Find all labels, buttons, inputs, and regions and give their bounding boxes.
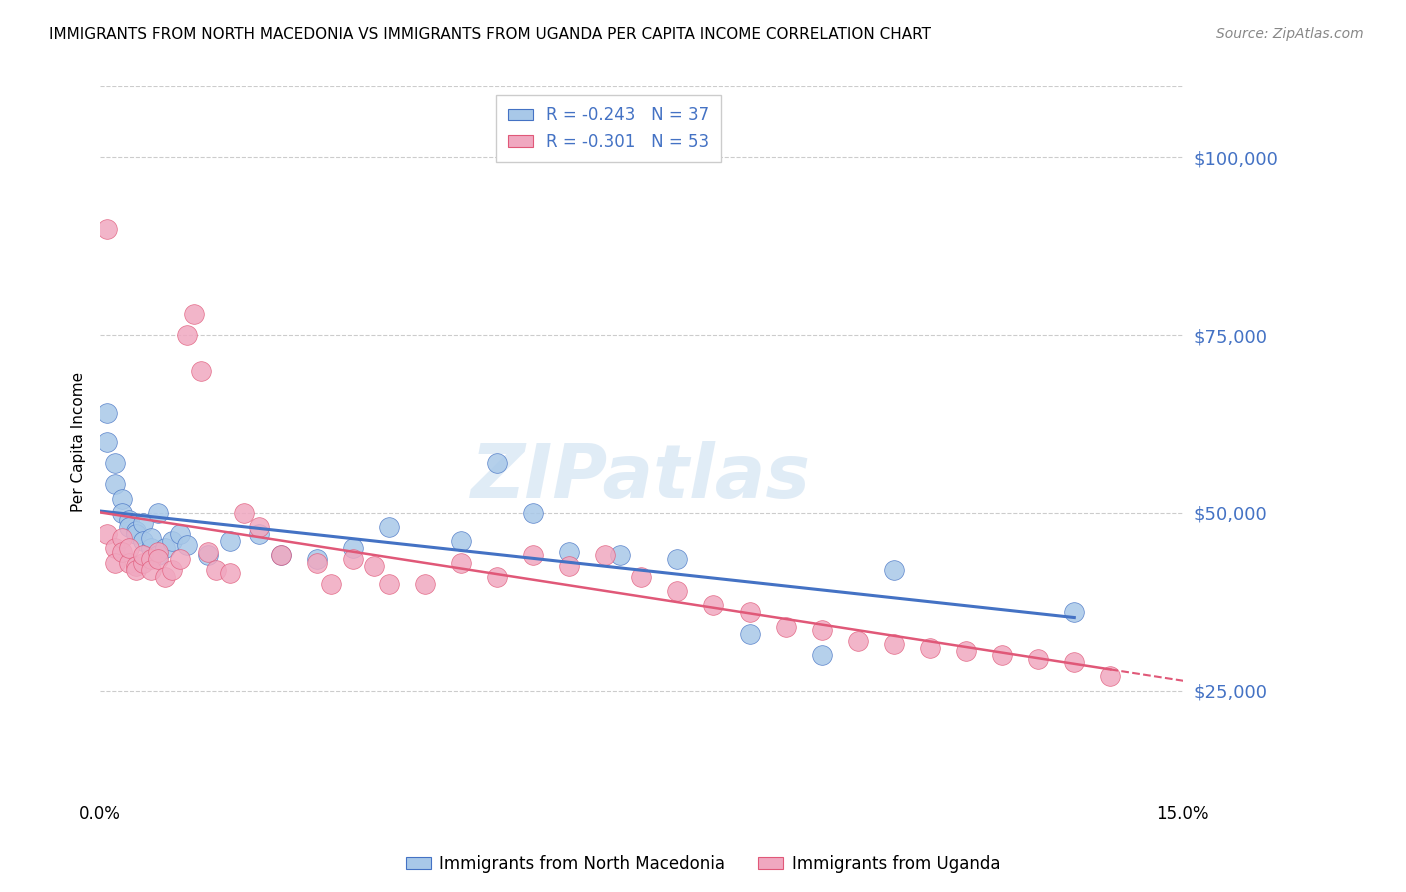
Point bbox=[125, 524, 148, 538]
Point bbox=[247, 527, 270, 541]
Point bbox=[558, 559, 581, 574]
Point bbox=[132, 549, 155, 563]
Point bbox=[991, 648, 1014, 662]
Point bbox=[413, 577, 436, 591]
Point bbox=[139, 541, 162, 556]
Point bbox=[118, 513, 141, 527]
Point bbox=[883, 637, 905, 651]
Point bbox=[190, 364, 212, 378]
Point bbox=[197, 545, 219, 559]
Point bbox=[111, 531, 134, 545]
Point bbox=[363, 559, 385, 574]
Point bbox=[118, 541, 141, 556]
Point bbox=[810, 648, 832, 662]
Point bbox=[96, 527, 118, 541]
Point bbox=[132, 534, 155, 549]
Point bbox=[183, 307, 205, 321]
Text: Source: ZipAtlas.com: Source: ZipAtlas.com bbox=[1216, 27, 1364, 41]
Point bbox=[96, 406, 118, 420]
Point bbox=[378, 577, 401, 591]
Point bbox=[522, 549, 544, 563]
Point bbox=[305, 552, 328, 566]
Point bbox=[96, 434, 118, 449]
Point bbox=[139, 552, 162, 566]
Point bbox=[96, 221, 118, 235]
Point bbox=[609, 549, 631, 563]
Point bbox=[319, 577, 342, 591]
Y-axis label: Per Capita Income: Per Capita Income bbox=[72, 372, 86, 512]
Point bbox=[522, 506, 544, 520]
Point bbox=[738, 605, 761, 619]
Legend: R = -0.243   N = 37, R = -0.301   N = 53: R = -0.243 N = 37, R = -0.301 N = 53 bbox=[496, 95, 721, 162]
Point bbox=[666, 584, 689, 599]
Point bbox=[233, 506, 256, 520]
Point bbox=[450, 534, 472, 549]
Point bbox=[132, 516, 155, 531]
Point bbox=[118, 556, 141, 570]
Point bbox=[103, 477, 125, 491]
Point bbox=[485, 570, 508, 584]
Point bbox=[378, 520, 401, 534]
Point bbox=[305, 556, 328, 570]
Point bbox=[846, 633, 869, 648]
Point bbox=[146, 552, 169, 566]
Point bbox=[153, 570, 176, 584]
Point bbox=[111, 545, 134, 559]
Point bbox=[270, 549, 292, 563]
Legend: Immigrants from North Macedonia, Immigrants from Uganda: Immigrants from North Macedonia, Immigra… bbox=[399, 848, 1007, 880]
Point bbox=[593, 549, 616, 563]
Text: IMMIGRANTS FROM NORTH MACEDONIA VS IMMIGRANTS FROM UGANDA PER CAPITA INCOME CORR: IMMIGRANTS FROM NORTH MACEDONIA VS IMMIG… bbox=[49, 27, 931, 42]
Text: ZIPatlas: ZIPatlas bbox=[471, 441, 811, 514]
Point bbox=[139, 531, 162, 545]
Point bbox=[146, 506, 169, 520]
Point bbox=[111, 506, 134, 520]
Point bbox=[169, 527, 191, 541]
Point bbox=[702, 599, 724, 613]
Point bbox=[118, 520, 141, 534]
Point bbox=[1026, 651, 1049, 665]
Point bbox=[485, 456, 508, 470]
Point bbox=[103, 541, 125, 556]
Point bbox=[139, 563, 162, 577]
Point bbox=[450, 556, 472, 570]
Point bbox=[1099, 669, 1122, 683]
Point bbox=[153, 541, 176, 556]
Point bbox=[342, 552, 364, 566]
Point bbox=[219, 566, 242, 581]
Point bbox=[342, 541, 364, 556]
Point bbox=[270, 549, 292, 563]
Point bbox=[176, 328, 198, 343]
Point bbox=[176, 538, 198, 552]
Point bbox=[918, 640, 941, 655]
Point bbox=[103, 556, 125, 570]
Point bbox=[111, 491, 134, 506]
Point bbox=[775, 619, 797, 633]
Point bbox=[146, 545, 169, 559]
Point bbox=[630, 570, 652, 584]
Point bbox=[125, 563, 148, 577]
Point bbox=[1063, 605, 1085, 619]
Point bbox=[146, 549, 169, 563]
Point bbox=[125, 527, 148, 541]
Point bbox=[810, 623, 832, 637]
Point bbox=[169, 552, 191, 566]
Point bbox=[162, 563, 184, 577]
Point bbox=[738, 626, 761, 640]
Point bbox=[247, 520, 270, 534]
Point bbox=[132, 556, 155, 570]
Point bbox=[1063, 655, 1085, 669]
Point bbox=[955, 644, 977, 658]
Point bbox=[103, 456, 125, 470]
Point bbox=[197, 549, 219, 563]
Point bbox=[666, 552, 689, 566]
Point bbox=[204, 563, 226, 577]
Point bbox=[883, 563, 905, 577]
Point bbox=[162, 534, 184, 549]
Point bbox=[558, 545, 581, 559]
Point bbox=[219, 534, 242, 549]
Point bbox=[125, 559, 148, 574]
